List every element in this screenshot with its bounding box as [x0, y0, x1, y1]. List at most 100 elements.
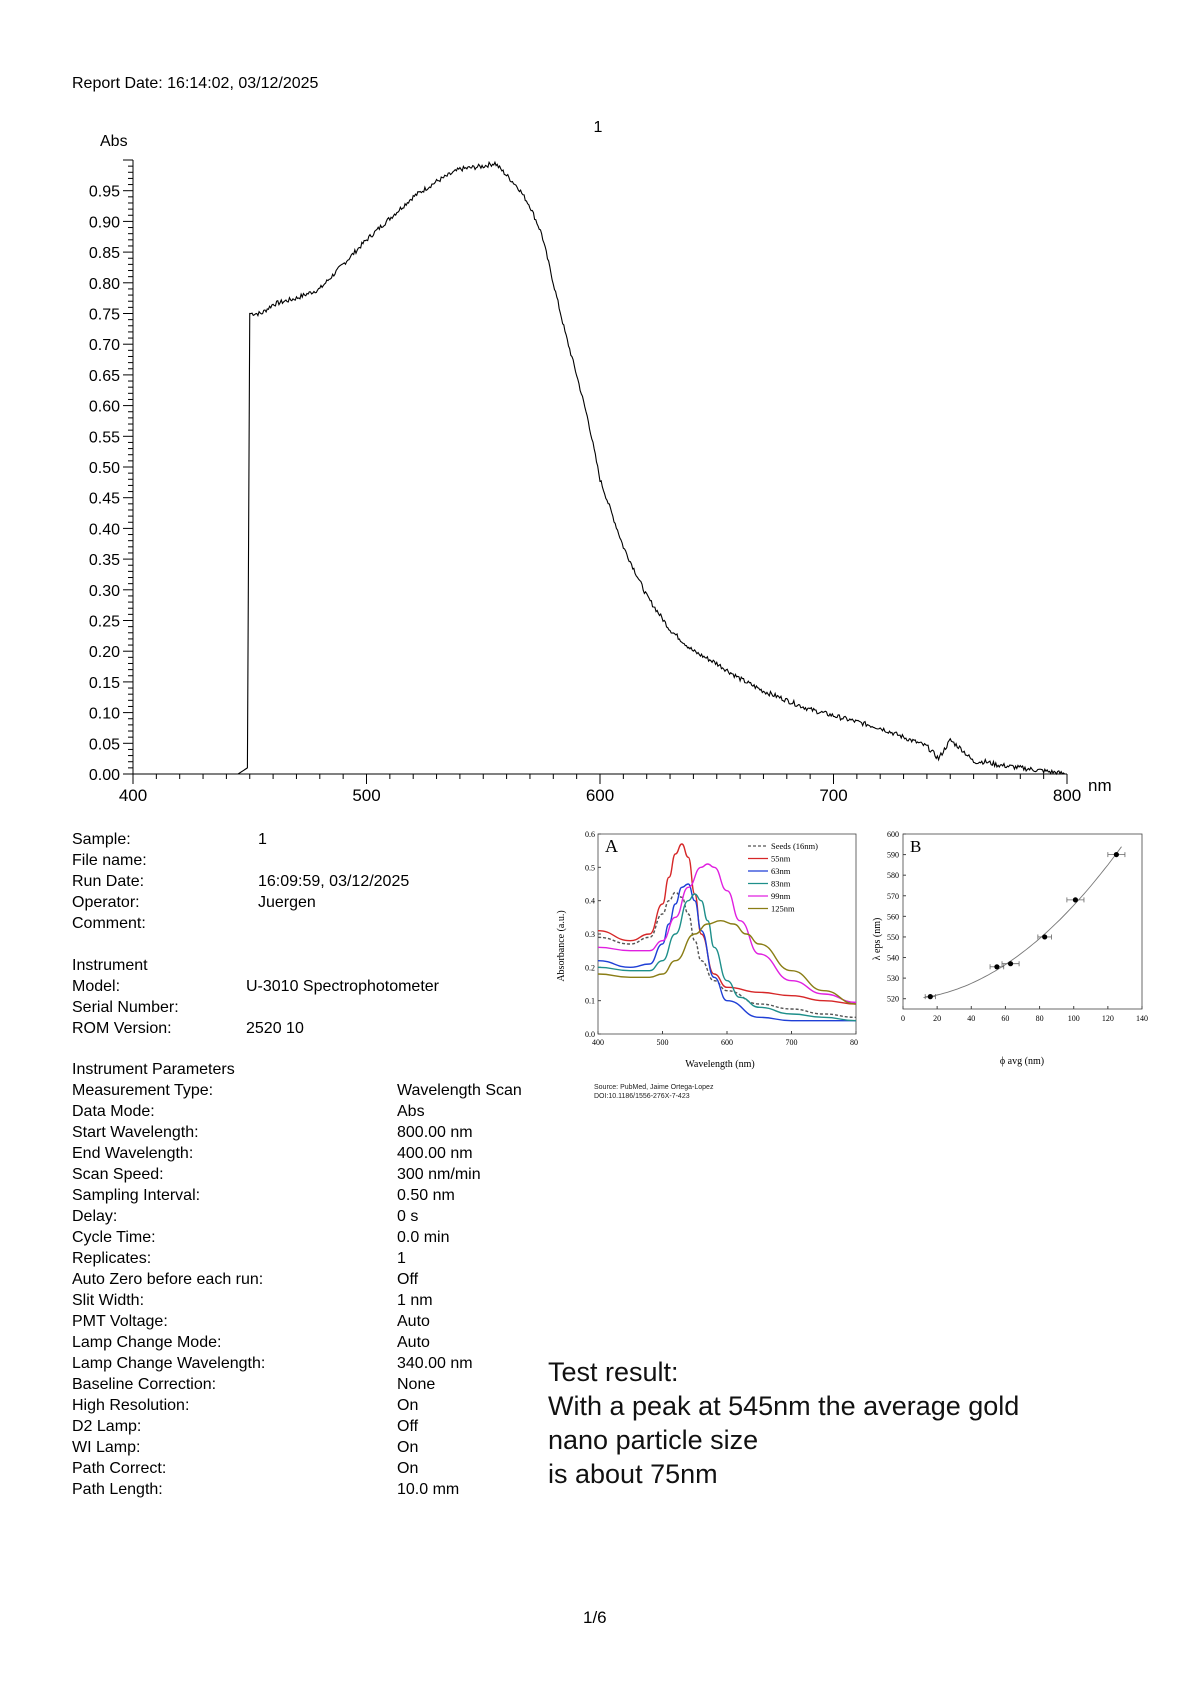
panel-b-frame	[902, 833, 1143, 1010]
y-tick-label: 0.50	[89, 460, 120, 477]
parameter-value: 0 s	[397, 1208, 419, 1225]
parameter-value: 1 nm	[397, 1292, 433, 1309]
test-result-line-4: is about 75nm	[548, 1459, 718, 1489]
panel-b-data-point	[1113, 851, 1119, 858]
y-tick-label: 0.05	[89, 736, 120, 753]
instrument-label: Serial Number:	[72, 999, 179, 1016]
parameter-value: On	[397, 1460, 419, 1477]
panel-a-x-tick-label: 400	[592, 1038, 604, 1047]
test-result-line-3: nano particle size	[548, 1425, 759, 1455]
panel-b-y-tick-label: 580	[887, 871, 899, 880]
panel-b-y-tick-label: 560	[887, 912, 899, 921]
parameter-label: Path Length:	[72, 1481, 163, 1498]
parameter-label: End Wavelength:	[72, 1145, 194, 1162]
y-tick-label: 0.00	[89, 767, 120, 784]
panel-a-x-tick-label: 800	[850, 1038, 858, 1047]
panel-b-chart: B ϕ avg (nm) λ eps (nm) 520 530 540 550 560 5…	[872, 830, 1148, 1067]
parameter-value: 300 nm/min	[397, 1166, 481, 1183]
panel-a-series-line	[597, 919, 857, 1005]
y-tick-label: 0.95	[89, 184, 120, 201]
panel-a-series-line	[597, 891, 857, 1019]
panel-a-ylabel: Absorbance (a.u.)	[556, 910, 567, 981]
panel-a-series-line	[597, 893, 857, 1022]
y-tick-label: 0.30	[89, 583, 120, 600]
page-number: 1/6	[583, 1608, 607, 1627]
chart-axes	[132, 160, 1067, 775]
x-tick-label: 700	[819, 786, 847, 805]
panel-a-chart: A Wavelength (nm) Absorbance (a.u.) 0.0 0…	[556, 830, 858, 1070]
instrument-heading: Instrument	[72, 957, 148, 974]
parameter-label: Cycle Time:	[72, 1229, 156, 1246]
panel-b-xlabel: ϕ avg (nm)	[1000, 1056, 1044, 1067]
legend-label: 83nm	[771, 879, 791, 889]
test-result-line-2: With a peak at 545nm the average gold	[548, 1391, 1020, 1421]
panel-a-y-tick-label: 0.0	[585, 1030, 595, 1039]
sample-info-label: Sample:	[72, 831, 131, 848]
parameter-label: Slit Width:	[72, 1292, 145, 1309]
sample-info-value: Juergen	[258, 894, 316, 911]
x-tick-label: 800	[1053, 786, 1081, 805]
panel-a-y-tick-label: 0.6	[585, 830, 595, 839]
parameter-label: Start Wavelength:	[72, 1124, 199, 1141]
parameters-heading: Instrument Parameters	[72, 1061, 235, 1078]
panel-b-y-tick-label: 540	[887, 954, 899, 963]
chart-title: 1	[594, 119, 603, 136]
spectrum-line	[237, 160, 1067, 776]
test-result-line-1: Test result:	[548, 1357, 679, 1387]
parameter-label: Sampling Interval:	[72, 1187, 201, 1204]
y-tick-label: 0.85	[89, 245, 120, 262]
panel-b-x-tick-label: 60	[1001, 1014, 1009, 1023]
x-tick-label: 500	[352, 786, 380, 805]
source-line-1: Source: PubMed, Jaime Ortega-Lopez	[594, 1084, 714, 1091]
panel-b-y-tick-label: 520	[887, 995, 899, 1004]
y-tick-label: 0.15	[89, 675, 120, 692]
panel-b-x-tick-label: 80	[1036, 1014, 1044, 1023]
panel-b-x-tick-label: 120	[1102, 1014, 1114, 1023]
x-tick-label: 400	[119, 786, 147, 805]
sample-info-value: 1	[258, 831, 267, 848]
panel-a-x-tick-label: 600	[721, 1038, 733, 1047]
sample-info-label: File name:	[72, 852, 147, 869]
panel-a-frame	[597, 833, 857, 1035]
panel-b-y-tick-label: 590	[887, 851, 899, 860]
panel-a-y-tick-label: 0.4	[585, 897, 595, 906]
parameter-label: Baseline Correction:	[72, 1376, 217, 1393]
parameter-value: Auto	[397, 1334, 430, 1351]
y-tick-label: 0.75	[89, 307, 120, 324]
instrument-value: U-3010 Spectrophotometer	[246, 978, 439, 995]
panel-b-data-point	[927, 994, 933, 1000]
panel-b-y-tick-label: 550	[887, 933, 899, 942]
panel-b-x-tick-label: 140	[1136, 1014, 1148, 1023]
panel-b-data-point	[994, 964, 1000, 970]
parameter-value: Wavelength Scan	[397, 1082, 522, 1099]
parameter-label: Delay:	[72, 1208, 118, 1225]
panel-b-x-tick-label: 40	[967, 1014, 975, 1023]
y-tick-label: 0.35	[89, 552, 120, 569]
x-axis-label: nm	[1088, 776, 1112, 795]
parameter-value: 1	[397, 1250, 406, 1267]
sample-info-label: Operator:	[72, 894, 140, 911]
absorbance-spectrum-chart: 1 Abs nm 0.00 0.05 0.10 0.15 0.20 0.25 0.30 0.3…	[89, 119, 1112, 805]
figure-source: Source: PubMed, Jaime Ortega-Lopez DOI:1…	[594, 1083, 713, 1101]
panel-a-series-line	[597, 863, 857, 1004]
instrument-value: 2520 10	[246, 1020, 304, 1037]
legend-label: Seeds (16nm)	[771, 841, 818, 851]
parameter-label: Measurement Type:	[72, 1082, 214, 1099]
parameter-label: Path Correct:	[72, 1460, 167, 1477]
y-tick-label: 0.90	[89, 214, 120, 231]
parameter-label: D2 Lamp:	[72, 1418, 142, 1435]
panel-a-legend: Seeds (16nm) 55nm 63nm 83nm 99nm 125nm	[748, 841, 818, 914]
legend-label: 63nm	[771, 866, 791, 876]
panel-b-x-tick-label: 100	[1068, 1014, 1080, 1023]
x-ticks: 400 500 600 700 800	[119, 774, 1081, 805]
y-tick-label: 0.40	[89, 521, 120, 538]
y-tick-label: 0.80	[89, 276, 120, 293]
panel-b-x-tick-label: 0	[901, 1014, 905, 1023]
parameter-label: Scan Speed:	[72, 1166, 164, 1183]
parameter-label: Lamp Change Mode:	[72, 1334, 222, 1351]
panel-a-xlabel: Wavelength (nm)	[685, 1059, 754, 1070]
y-tick-label: 0.10	[89, 706, 120, 723]
y-ticks: 0.00 0.05 0.10 0.15 0.20 0.25 0.30 0.35 0.40 0.45…	[89, 159, 133, 784]
panel-a-y-tick-label: 0.3	[585, 930, 595, 939]
parameter-value: 400.00 nm	[397, 1145, 473, 1162]
